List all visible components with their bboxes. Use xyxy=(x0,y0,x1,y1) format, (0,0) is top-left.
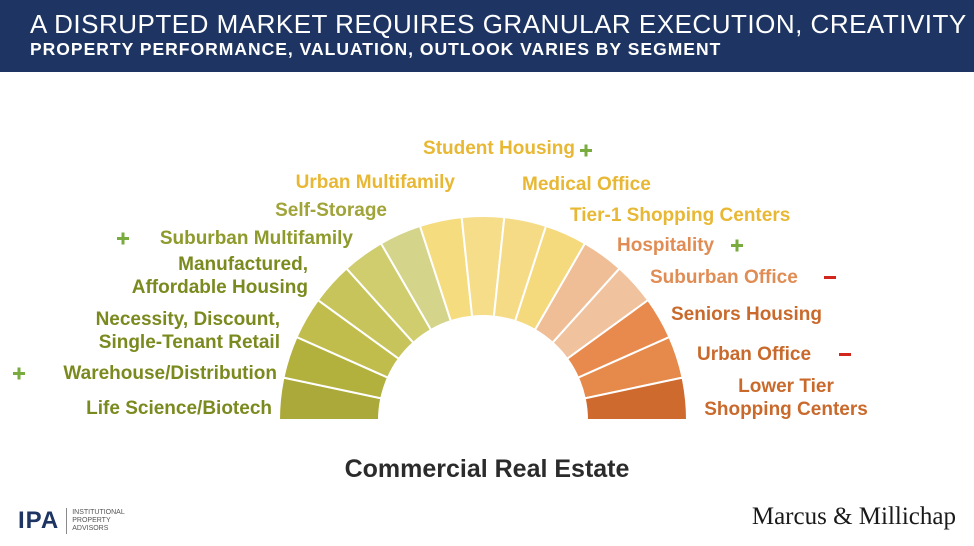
segment-label: Urban Multifamily xyxy=(296,172,456,193)
segment-label: Tier-1 Shopping Centers xyxy=(570,205,790,226)
plus-icon xyxy=(731,239,743,252)
segment-label-line: Necessity, Discount, xyxy=(96,309,280,330)
segment-label-line: Affordable Housing xyxy=(132,277,308,298)
segment-label-line: Suburban Multifamily xyxy=(160,228,354,249)
ipa-logo-mark: IPA xyxy=(18,507,60,534)
segment-arc-diagram: Life Science/Biotech Warehouse/Distributi… xyxy=(13,138,868,421)
minus-icon xyxy=(839,353,851,356)
minus-icon xyxy=(824,276,836,279)
ipa-logo-text-line: PROPERTY xyxy=(72,517,111,524)
segment-label: Urban Office xyxy=(697,344,811,365)
segment-label: Suburban Office xyxy=(650,267,798,288)
ipa-logo: IPA INSTITUTIONAL PROPERTY ADVISORS xyxy=(18,505,125,537)
segment-label: Lower Tier Shopping Centers xyxy=(704,376,868,420)
segment-label: Hospitality xyxy=(617,235,715,256)
segment-label-line: Life Science/Biotech xyxy=(86,398,272,419)
plus-icon xyxy=(580,144,592,157)
ipa-logo-text-line: INSTITUTIONAL xyxy=(72,509,125,516)
plus-icon xyxy=(13,367,25,380)
segment-label-line: Self-Storage xyxy=(275,200,387,221)
segment-label-line: Tier-1 Shopping Centers xyxy=(570,205,790,226)
segment-label: Student Housing xyxy=(423,138,575,159)
page-subtitle: PROPERTY PERFORMANCE, VALUATION, OUTLOOK… xyxy=(30,39,722,59)
segment-label-line: Hospitality xyxy=(617,235,715,256)
segment-label: Life Science/Biotech xyxy=(86,398,272,419)
segment-label-line: Seniors Housing xyxy=(671,304,822,325)
segment-label: Medical Office xyxy=(522,174,651,195)
arc-segment xyxy=(583,376,689,421)
segment-label: Self-Storage xyxy=(275,200,387,221)
segment-label-line: Urban Office xyxy=(697,344,811,365)
segment-label: Necessity, Discount, Single-Tenant Retail xyxy=(96,309,280,353)
diagram-center-label: Commercial Real Estate xyxy=(344,455,630,483)
marcus-millichap-logo: Marcus & Millichap xyxy=(751,503,956,530)
segment-label: Suburban Multifamily xyxy=(160,228,354,249)
ipa-logo-text: INSTITUTIONAL PROPERTY ADVISORS xyxy=(72,509,125,533)
segment-label-line: Single-Tenant Retail xyxy=(99,332,280,353)
segment-label-line: Suburban Office xyxy=(650,267,798,288)
segment-label-line: Urban Multifamily xyxy=(296,172,456,193)
segment-label: Manufactured, Affordable Housing xyxy=(132,254,308,298)
ipa-logo-text-line: ADVISORS xyxy=(72,525,109,532)
ipa-logo-divider xyxy=(66,508,68,534)
segment-label: Warehouse/Distribution xyxy=(63,363,277,384)
segment-label-line: Student Housing xyxy=(423,138,575,159)
segment-label-line: Lower Tier xyxy=(738,376,834,397)
segment-label-line: Manufactured, xyxy=(178,254,308,275)
segment-label: Seniors Housing xyxy=(671,304,822,325)
segment-label-line: Shopping Centers xyxy=(704,399,868,420)
plus-icon xyxy=(117,232,129,245)
page-title: A DISRUPTED MARKET REQUIRES GRANULAR EXE… xyxy=(30,9,967,39)
segment-label-line: Medical Office xyxy=(522,174,651,195)
title-banner: A DISRUPTED MARKET REQUIRES GRANULAR EXE… xyxy=(0,0,974,72)
segment-label-line: Warehouse/Distribution xyxy=(63,363,277,384)
